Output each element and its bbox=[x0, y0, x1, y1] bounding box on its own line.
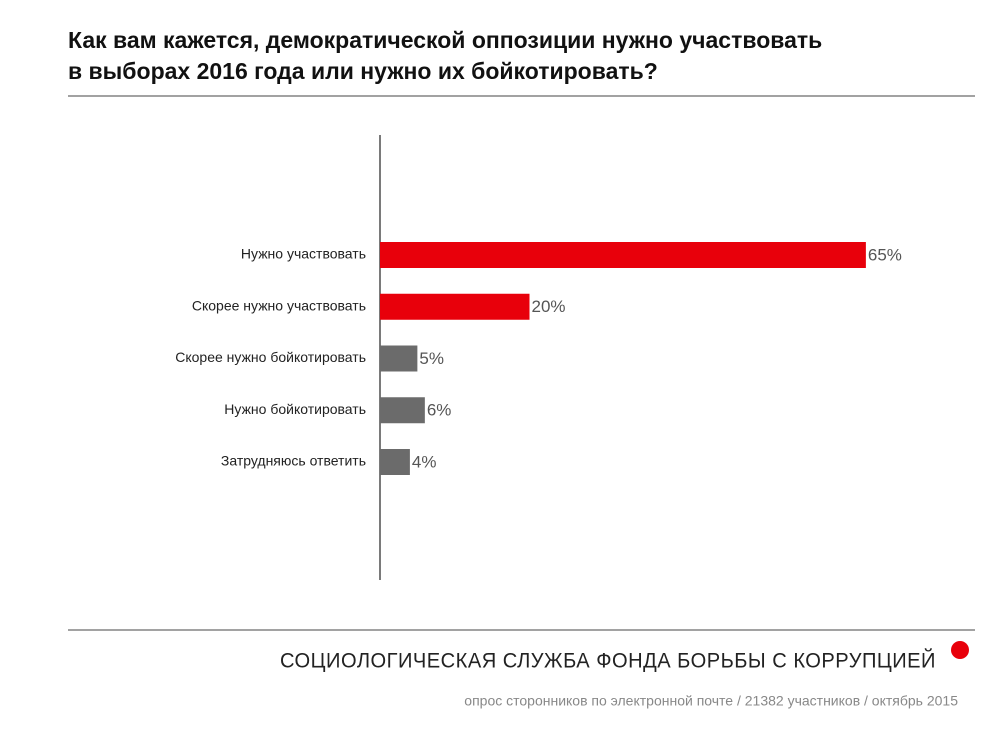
category-label: Нужно бойкотировать bbox=[224, 401, 366, 417]
category-label: Скорее нужно участвовать bbox=[192, 297, 366, 313]
publisher: СОЦИОЛОГИЧЕСКАЯ СЛУЖБА ФОНДА БОРЬБЫ С КО… bbox=[280, 649, 936, 673]
value-label: 65% bbox=[868, 245, 902, 264]
category-label: Нужно участвовать bbox=[241, 246, 366, 262]
bar bbox=[380, 345, 418, 372]
source: опрос сторонников по электронной почте /… bbox=[464, 693, 958, 709]
category-label: Затрудняюсь ответить bbox=[221, 453, 366, 469]
logo-dot bbox=[951, 641, 969, 659]
chart-title: в выборах 2016 года или нужно их бойкоти… bbox=[68, 58, 658, 84]
chart-title: Как вам кажется, демократической оппозиц… bbox=[68, 27, 822, 53]
bar bbox=[380, 449, 410, 475]
bar bbox=[380, 293, 530, 320]
value-label: 20% bbox=[532, 297, 566, 316]
value-label: 4% bbox=[412, 452, 437, 471]
category-label: Скорее нужно бойкотировать bbox=[175, 349, 366, 365]
value-label: 6% bbox=[427, 401, 452, 420]
bar bbox=[380, 242, 866, 268]
value-label: 5% bbox=[419, 349, 444, 368]
bar bbox=[380, 397, 425, 424]
